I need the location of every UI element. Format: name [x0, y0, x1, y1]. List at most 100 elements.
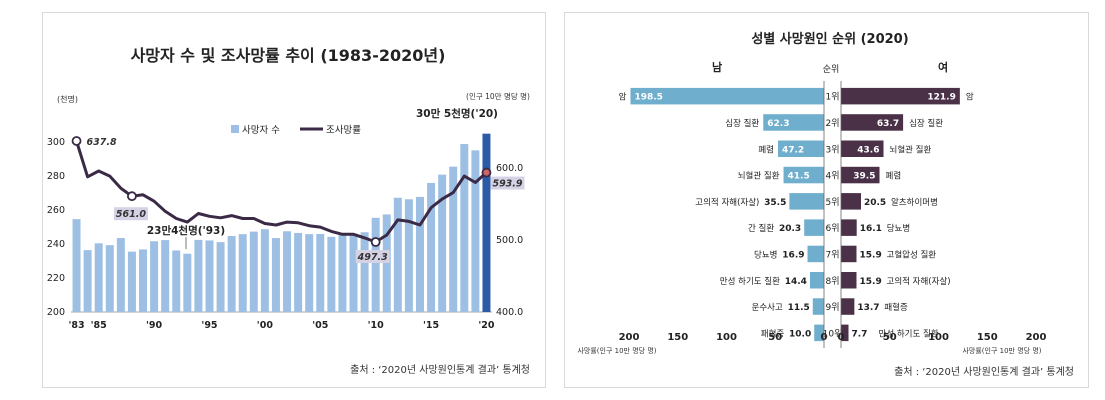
deaths-bar — [327, 236, 336, 312]
male-bar — [814, 324, 824, 342]
legend-label-deaths: 사망자 수 — [242, 125, 280, 136]
deaths-bar — [316, 233, 325, 312]
rank-label: 7위 — [825, 249, 839, 260]
deaths-bar — [83, 250, 92, 312]
left-tick-label: 220 — [47, 273, 65, 284]
rate-value-label: 637.8 — [87, 137, 117, 148]
left-tick-label: 240 — [47, 239, 65, 250]
female-bar — [841, 114, 904, 131]
female-bar — [841, 193, 861, 210]
deaths-bar — [205, 240, 214, 312]
male-bar — [763, 114, 824, 131]
male-value: 16.9 — [782, 250, 804, 260]
source-note: 출처 : ‘2020년 사망원인통계 결과’ 통계청 — [894, 366, 1074, 378]
rank-label: 5위 — [825, 197, 839, 208]
rank-label: 9위 — [825, 302, 839, 313]
female-value: 16.1 — [860, 224, 882, 234]
deaths-bar — [404, 199, 413, 312]
female-bar — [841, 324, 849, 342]
female-value: 63.7 — [877, 119, 899, 129]
left-axis-unit: (천명) — [57, 94, 78, 104]
right-tick-label: 600.0 — [496, 163, 523, 174]
deaths-bar — [94, 243, 103, 312]
female-tick-label: 50 — [883, 332, 897, 343]
female-axis-label: 사망률(인구 10만 명당 명) — [962, 346, 1041, 355]
legend-swatch-deaths — [231, 125, 239, 133]
male-tick-label: 0 — [821, 332, 828, 343]
death-trend-chart: 사망자 수 및 조사망률 추이 (1983-2020년) (천명) (인구 10… — [47, 46, 530, 376]
chart-title: 사망자 수 및 조사망률 추이 (1983-2020년) — [131, 46, 446, 65]
deaths-bar — [415, 196, 424, 312]
male-value: 14.4 — [785, 277, 807, 287]
death-rate-line — [75, 140, 488, 244]
x-tick-label: '83 — [68, 320, 84, 331]
male-cause: 간 질환 — [748, 223, 774, 234]
deaths-bar — [227, 236, 236, 312]
legend-label-rate: 조사망률 — [326, 125, 361, 136]
male-value: 11.5 — [788, 303, 810, 313]
deaths-bar — [116, 238, 125, 312]
male-cause: 당뇨병 — [754, 249, 777, 260]
female-cause: 고혈압성 질환 — [887, 249, 937, 260]
male-cause: 패혈증 — [761, 328, 785, 339]
male-cause: 만성 하기도 질환 — [720, 276, 780, 287]
x-tick-label: '90 — [146, 320, 163, 331]
male-value: 35.5 — [764, 198, 786, 208]
deaths-bar — [438, 174, 447, 312]
rank-label: 3위 — [825, 144, 839, 155]
deaths-bar — [150, 241, 159, 312]
x-tick-label: '05 — [312, 320, 328, 331]
male-bar — [804, 219, 824, 236]
female-bar — [841, 87, 960, 105]
female-tick-label: 200 — [1026, 332, 1047, 343]
x-tick-label: '20 — [478, 320, 495, 331]
deaths-bar — [238, 234, 247, 312]
deaths-bar — [194, 239, 203, 312]
x-tick-label: '00 — [257, 320, 274, 331]
female-value: 20.5 — [864, 198, 886, 208]
female-cause: 뇌혈관 질환 — [890, 144, 932, 155]
right-tick-label: 400.0 — [496, 307, 523, 318]
low-label: 23만4천명('93) — [147, 224, 225, 237]
male-tick-label: 100 — [716, 332, 737, 343]
female-cause: 당뇨병 — [887, 223, 910, 234]
female-bar — [841, 219, 857, 236]
death-trend-panel: 사망자 수 및 조사망률 추이 (1983-2020년) (천명) (인구 10… — [42, 12, 546, 388]
deaths-bar — [427, 182, 436, 312]
female-bar — [841, 272, 857, 289]
male-cause: 심장 질환 — [725, 118, 759, 129]
female-value: 13.7 — [857, 303, 879, 313]
male-tick-label: 200 — [619, 332, 640, 343]
rate-value-label: 497.3 — [357, 252, 388, 263]
rank-label: 6위 — [825, 223, 839, 234]
male-bar — [812, 298, 824, 315]
rate-value-bg — [355, 250, 390, 264]
rank-header: 순위 — [823, 64, 840, 75]
male-bar — [789, 193, 824, 210]
deaths-bar — [72, 219, 81, 312]
male-cause: 운수사고 — [752, 303, 783, 313]
deaths-bar — [349, 233, 358, 312]
deaths-bar — [139, 249, 148, 312]
deaths-bar — [161, 240, 170, 312]
deaths-bar — [449, 166, 458, 312]
rate-value-bg — [490, 176, 525, 190]
female-header: 여 — [938, 60, 948, 74]
chart-title: 성별 사망원인 순위 (2020) — [751, 31, 908, 47]
rank-label: 8위 — [825, 276, 839, 287]
right-axis-unit: (인구 10만 명당 명) — [466, 91, 530, 101]
female-value: 15.9 — [860, 250, 882, 260]
rate-value-label: 561.0 — [116, 209, 146, 220]
trend-line: 637.8 561.0 497.3 593.9 — [71, 134, 525, 264]
male-tick-label: 50 — [768, 332, 782, 343]
female-cause: 패혈증 — [884, 302, 908, 313]
deaths-bar — [460, 144, 469, 312]
deaths-bar — [360, 232, 369, 312]
female-tick-label: 100 — [928, 332, 949, 343]
source-note: 출처 : ‘2020년 사망원인통계 결과’ 통계청 — [350, 364, 530, 376]
deaths-bar — [183, 253, 192, 312]
rank-label: 2위 — [825, 118, 839, 129]
rank-label: 4위 — [825, 171, 839, 182]
rate-marker — [481, 167, 492, 178]
